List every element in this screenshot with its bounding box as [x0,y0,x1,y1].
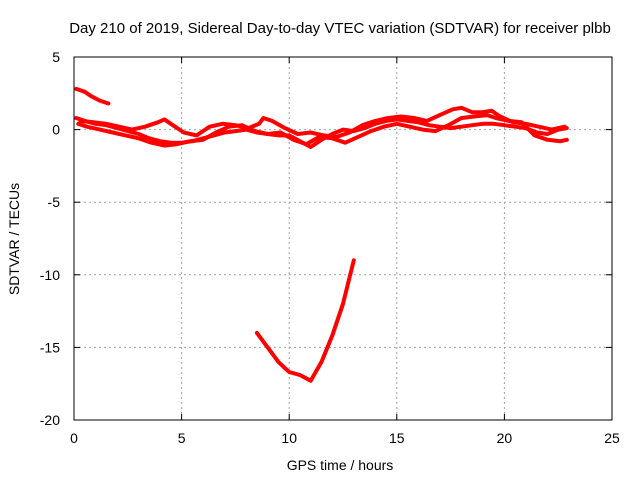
data-series [74,86,569,383]
series-line-upper-track-c [78,105,567,139]
x-tick-label: 0 [70,430,78,446]
plot-frame [73,56,613,421]
x-tick-label: 20 [497,430,513,446]
series-line-upper-track-a [74,116,569,149]
x-tick-labels: 0 5 10 15 20 25 [70,430,620,446]
x-tick-label: 15 [389,430,405,446]
y-tick-label: -5 [48,194,61,210]
y-tick-label: -20 [40,412,60,428]
y-tick-label: -10 [40,267,60,283]
y-tick-label: 0 [52,122,60,138]
y-axis-label: SDTVAR / TECUs [6,183,22,295]
y-tick-label: 5 [52,49,60,65]
x-tick-label: 25 [604,430,620,446]
gridlines [74,57,612,420]
chart-title: Day 210 of 2019, Sidereal Day-to-day VTE… [69,20,611,37]
series-line-low-arc [254,258,356,383]
series-line-short-track [74,86,111,106]
y-tick-label: -15 [40,339,60,355]
y-tick-labels: -20 -15 -10 -5 0 5 [40,49,60,428]
x-tick-label: 5 [178,430,186,446]
x-axis-label: GPS time / hours [287,457,394,473]
tick-marks [73,56,613,421]
x-tick-label: 10 [281,430,297,446]
